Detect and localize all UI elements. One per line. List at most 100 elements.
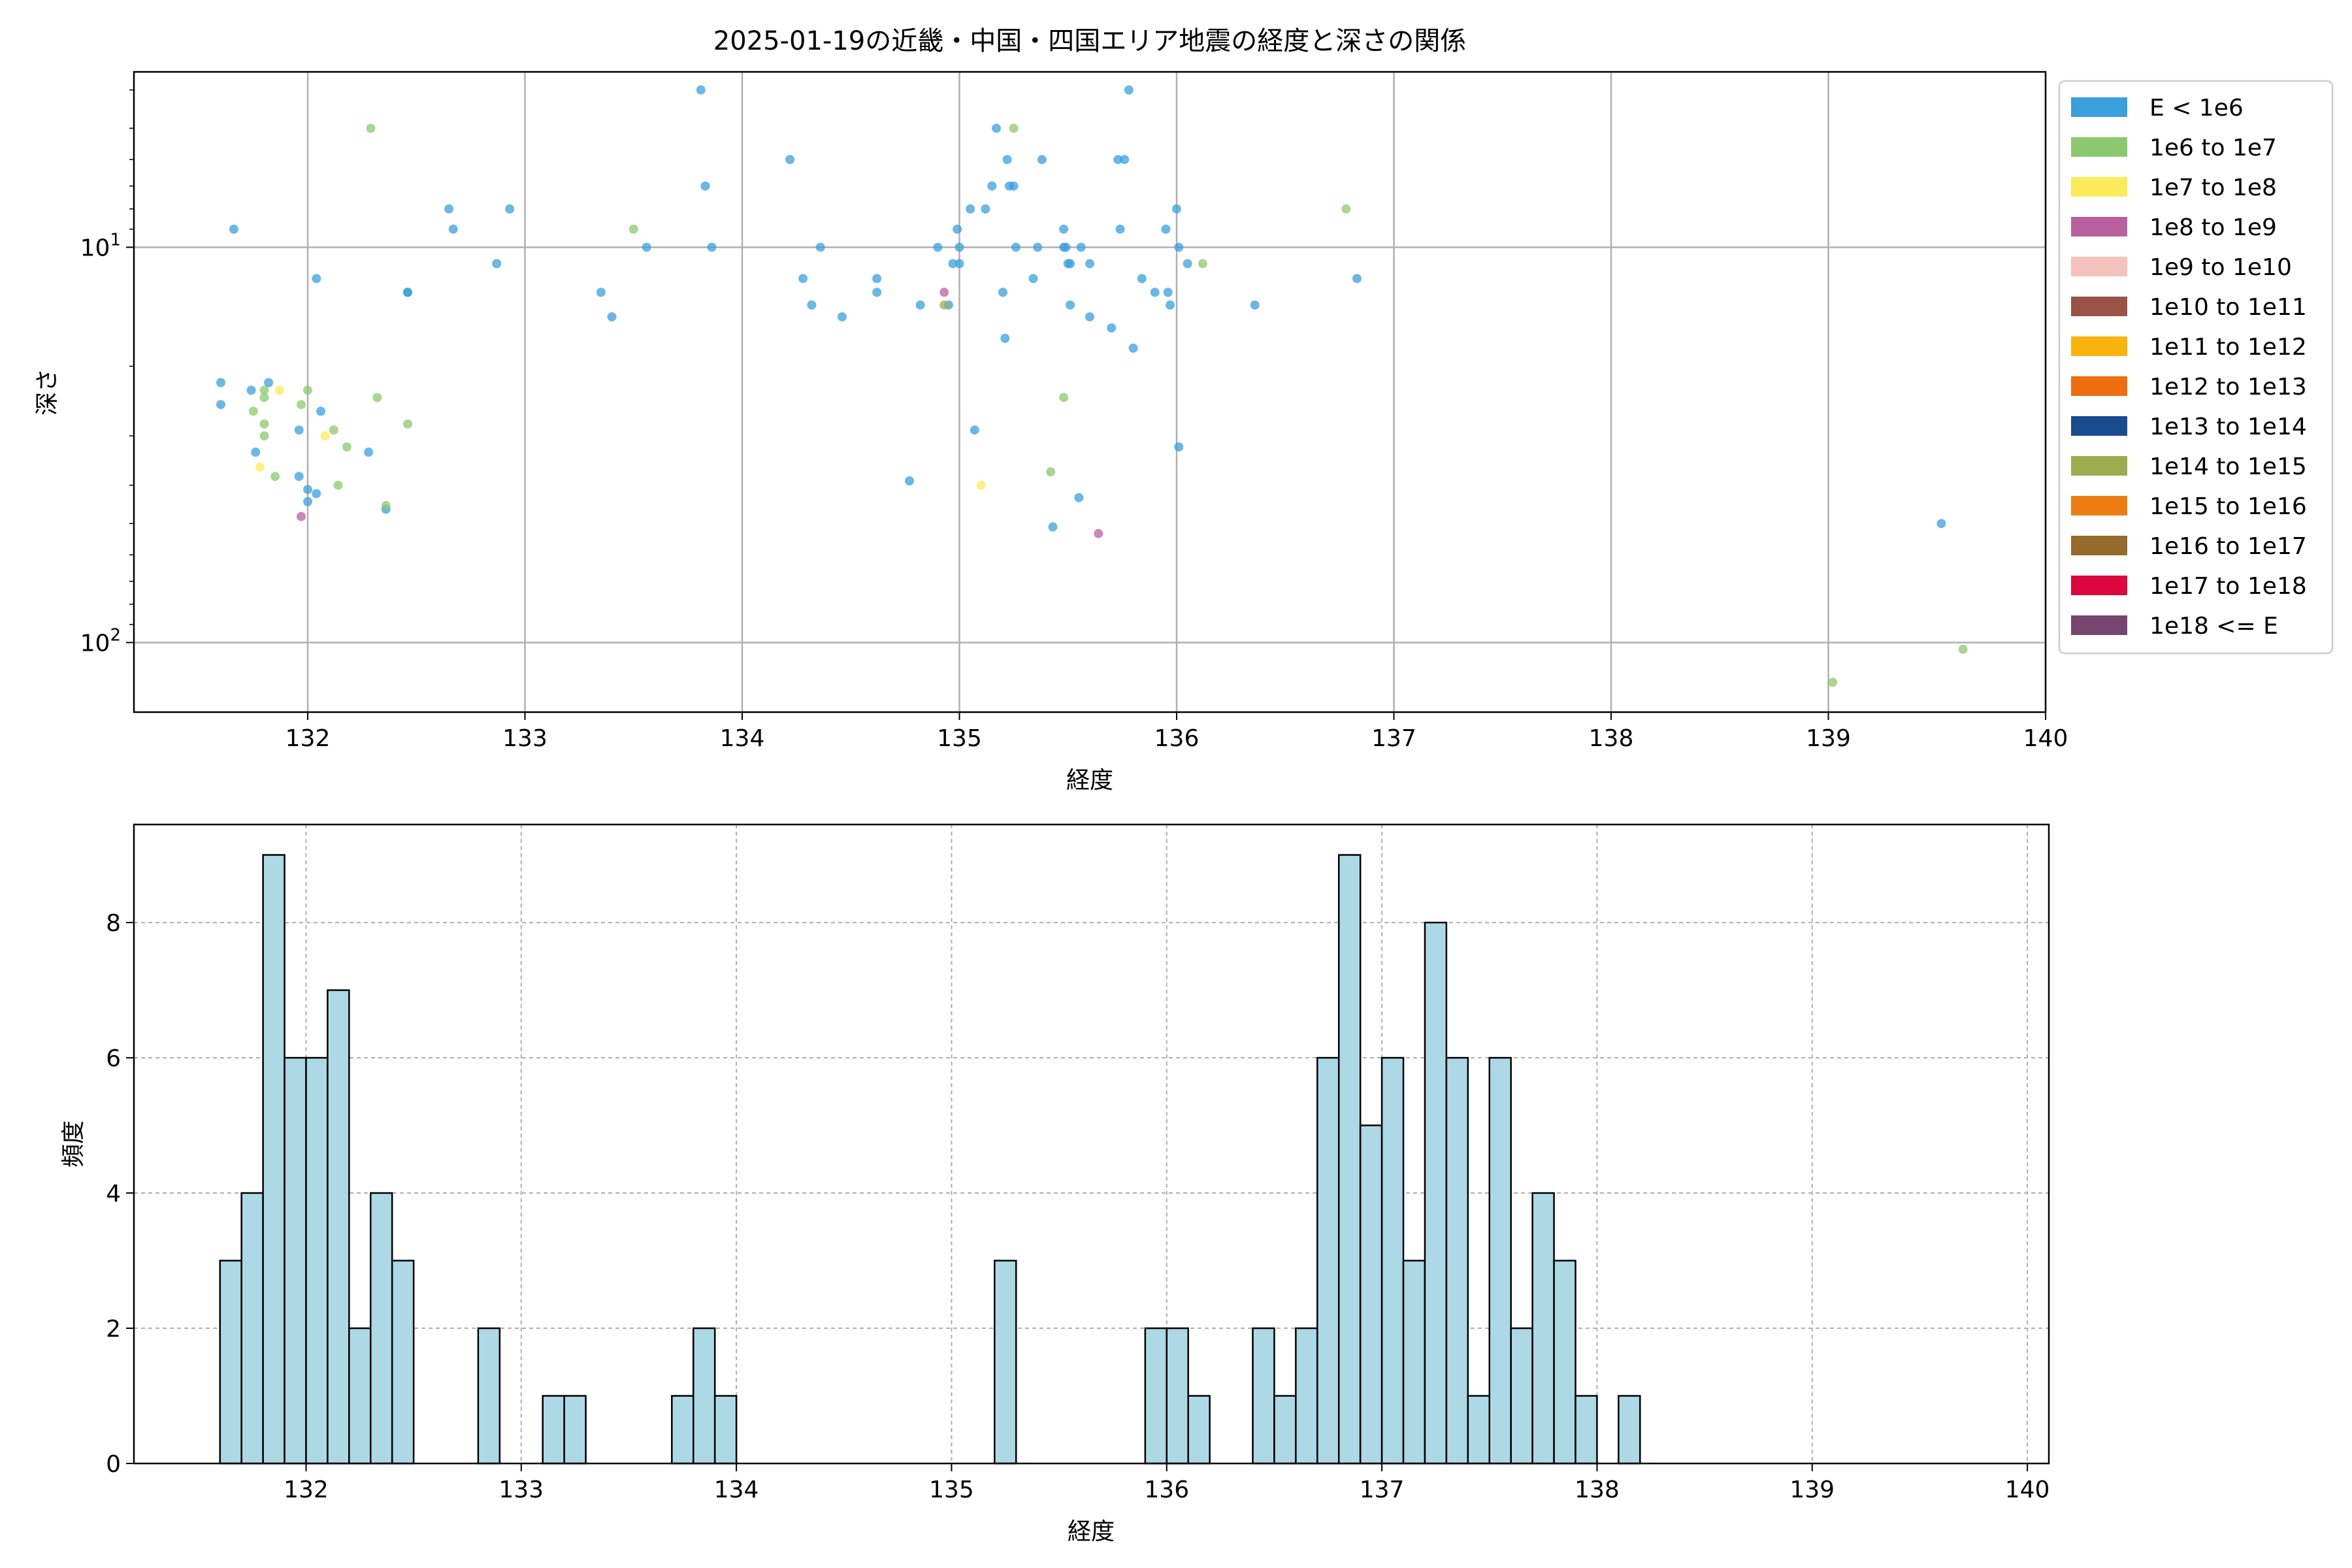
scatter-point: [248, 406, 258, 416]
histogram-y-tick-label: 0: [106, 1451, 121, 1478]
histogram-x-tick-label: 134: [714, 1477, 759, 1503]
scatter-point: [933, 242, 943, 252]
histogram-bar: [1187, 1395, 1211, 1465]
scatter-point: [707, 242, 717, 252]
histogram-bar: [391, 1260, 415, 1465]
scatter-point: [1048, 522, 1058, 532]
scatter-point: [274, 385, 284, 395]
scatter-point: [297, 512, 306, 521]
scatter-x-tick-label: 140: [2023, 725, 2068, 752]
legend-swatch: [2071, 416, 2127, 436]
scatter-point: [1183, 259, 1192, 269]
scatter-point: [905, 476, 915, 486]
scatter-point: [939, 287, 949, 297]
legend-label: 1e18 <= E: [2149, 613, 2278, 640]
histogram-bar: [713, 1395, 738, 1465]
histogram-bar: [284, 1056, 307, 1465]
legend-label: 1e16 to 1e17: [2149, 533, 2307, 560]
legend-label: 1e7 to 1e8: [2149, 174, 2277, 201]
scatter-point: [1066, 300, 1075, 310]
scatter-point: [259, 393, 269, 402]
scatter-x-axis-label: 経度: [1066, 767, 1113, 794]
scatter-point: [312, 274, 321, 284]
scatter-point: [229, 224, 238, 234]
scatter-point: [1085, 259, 1094, 269]
legend-label: 1e6 to 1e7: [2149, 135, 2277, 161]
legend-swatch: [2071, 177, 2127, 197]
scatter-point: [1028, 274, 1038, 284]
scatter-point: [1113, 155, 1123, 165]
histogram-bar: [692, 1327, 716, 1465]
histogram-bar: [1252, 1327, 1275, 1465]
scatter-point: [255, 463, 265, 472]
scatter-point: [872, 274, 882, 284]
legend-label: E < 1e6: [2149, 95, 2244, 122]
histogram-bar: [1402, 1260, 1426, 1465]
scatter-point: [696, 85, 706, 95]
scatter-point: [987, 181, 997, 191]
histogram-x-tick-label: 140: [2005, 1477, 2050, 1503]
histogram-x-tick-label: 132: [284, 1477, 329, 1503]
scatter-point: [1936, 519, 1946, 529]
histogram-bar: [994, 1260, 1017, 1465]
scatter-point: [955, 259, 964, 269]
legend-label: 1e10 to 1e11: [2149, 294, 2307, 321]
scatter-point: [1341, 204, 1351, 214]
histogram-bar: [1467, 1395, 1491, 1465]
scatter-point: [303, 385, 312, 395]
scatter-point: [1150, 287, 1160, 297]
scatter-point: [629, 224, 638, 234]
scatter-x-tick-label: 133: [502, 725, 547, 752]
scatter-point: [872, 287, 882, 297]
histogram-bar: [1575, 1395, 1598, 1465]
scatter-point: [1059, 224, 1069, 234]
histogram-y-ticks: 0 2 4 6 8: [106, 910, 134, 1478]
histogram-y-axis-label: 頻度: [60, 1120, 87, 1168]
scatter-point: [364, 448, 374, 457]
scatter-point: [251, 448, 261, 457]
scatter-point: [700, 181, 710, 191]
scatter-point: [216, 378, 225, 387]
scatter-point: [1352, 274, 1362, 284]
scatter-point: [1037, 155, 1047, 165]
scatter-point: [505, 204, 515, 214]
scatter-point: [1061, 242, 1071, 252]
scatter-plot-frame: [133, 71, 2047, 713]
scatter-point: [1166, 300, 1175, 310]
scatter-point: [1828, 678, 1838, 687]
scatter-x-tick-label: 135: [937, 725, 982, 752]
histogram-bar: [1618, 1395, 1641, 1465]
scatter-point: [1174, 242, 1184, 252]
scatter-point: [998, 287, 1007, 297]
scatter-point: [1120, 155, 1130, 165]
scatter-point: [402, 287, 412, 297]
scatter-point: [1172, 204, 1181, 214]
histogram-plot-frame: [133, 823, 2050, 1465]
histogram-bar: [1553, 1260, 1576, 1465]
scatter-point: [1174, 442, 1184, 452]
histogram-plot: 132 133 134 135 136 137 138 139 140 0 2 4 6 8 経度 頻度: [60, 823, 2050, 1545]
scatter-point: [953, 224, 962, 234]
legend-label: 1e9 to 1e10: [2149, 254, 2292, 281]
scatter-point: [316, 406, 325, 416]
scatter-point: [596, 287, 606, 297]
histogram-bar: [262, 854, 286, 1465]
legend-swatch: [2071, 376, 2127, 396]
scatter-point: [329, 425, 338, 435]
scatter-point: [976, 480, 986, 490]
histogram-bar: [1510, 1327, 1533, 1465]
scatter-point: [915, 300, 925, 310]
scatter-point: [1128, 343, 1138, 353]
legend-swatch: [2071, 496, 2127, 515]
scatter-point: [1066, 259, 1075, 269]
scatter-point: [1163, 287, 1173, 297]
legend-label: 1e12 to 1e13: [2149, 374, 2307, 400]
histogram-bar: [1424, 921, 1448, 1465]
scatter-point: [492, 259, 502, 269]
legend-label: 1e17 to 1e18: [2149, 573, 2307, 600]
histogram-x-tick-label: 139: [1789, 1477, 1835, 1503]
scatter-point: [1161, 224, 1171, 234]
scatter-point: [798, 274, 808, 284]
legend-swatch: [2071, 97, 2127, 117]
